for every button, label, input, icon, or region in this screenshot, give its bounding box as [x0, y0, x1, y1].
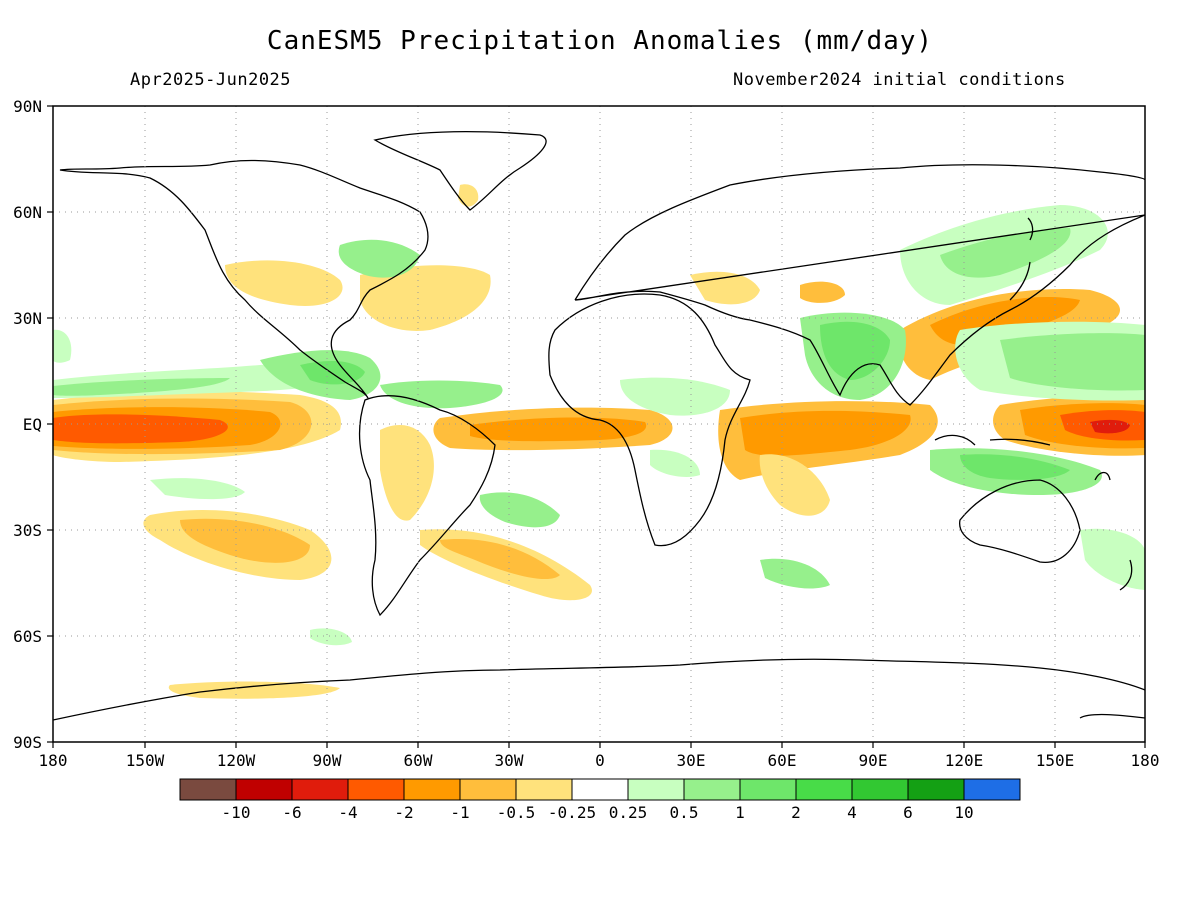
colorbar-swatch [571, 778, 629, 801]
australia-coast [959, 479, 1081, 563]
lat-label: 90N [13, 97, 42, 116]
colorbar-label: -10 [221, 803, 251, 822]
colorbar-swatch [851, 778, 909, 801]
colorbar-label: 6 [903, 803, 913, 822]
colorbar-label: 2 [791, 803, 801, 822]
colorbar-label: 0.25 [608, 803, 648, 822]
colorbar-label: -0.5 [496, 803, 536, 822]
colorbar-swatch [515, 778, 573, 801]
map-title: CanESM5 Precipitation Anomalies (mm/day) [266, 26, 934, 56]
lat-label: 90S [13, 733, 42, 752]
lon-label: 150W [125, 751, 165, 770]
lat-label: 30N [13, 309, 42, 328]
colorbar-swatch [739, 778, 797, 801]
lon-label: 0 [595, 751, 605, 770]
colorbar-swatch [795, 778, 853, 801]
lon-label: 150E [1035, 751, 1075, 770]
wet-anomalies [53, 205, 1145, 646]
colorbar-label: 1 [735, 803, 745, 822]
lon-label: 120W [216, 751, 256, 770]
colorbar-swatch [963, 778, 1021, 801]
colorbar-label: -4 [338, 803, 358, 822]
colorbar [179, 778, 1021, 801]
lat-label: EQ [22, 415, 42, 434]
colorbar-label: -1 [450, 803, 470, 822]
colorbar-swatch [179, 778, 237, 801]
lon-label: 30E [676, 751, 706, 770]
lon-label: 180 [1130, 751, 1160, 770]
lat-label: 60S [13, 627, 42, 646]
colorbar-label: 4 [847, 803, 857, 822]
lon-label: 120E [944, 751, 984, 770]
forecast-period: Apr2025-Jun2025 [130, 70, 292, 90]
colorbar-label: -0.25 [547, 803, 597, 822]
axis-ticks [47, 105, 1146, 748]
colorbar-swatch [907, 778, 965, 801]
lon-label: 60W [403, 751, 433, 770]
eurasia-coast [574, 164, 1145, 406]
initial-conditions: November2024 initial conditions [733, 70, 1066, 90]
colorbar-swatch [235, 778, 293, 801]
lat-label: 60N [13, 203, 42, 222]
antarctica-coast [53, 658, 1145, 721]
lon-label: 60E [767, 751, 797, 770]
colorbar-label: -6 [282, 803, 302, 822]
colorbar-swatch [683, 778, 741, 801]
colorbar-swatch [627, 778, 685, 801]
lon-label: 90E [858, 751, 888, 770]
colorbar-label: 10 [954, 803, 974, 822]
south-america-coast [358, 395, 496, 617]
colorbar-swatch [459, 778, 517, 801]
colorbar-label: 0.5 [669, 803, 699, 822]
anomaly-shading [53, 184, 1145, 699]
map-grid [53, 106, 1145, 742]
africa-coast [548, 293, 751, 547]
colorbar-swatch [403, 778, 461, 801]
coastlines [53, 131, 1145, 721]
colorbar-swatch [291, 778, 349, 801]
greenland-coast [373, 131, 547, 211]
colorbar-swatch [347, 778, 405, 801]
lon-label: 30W [494, 751, 524, 770]
lat-label: 30S [13, 521, 42, 540]
colorbar-label: -2 [394, 803, 414, 822]
lon-label: 180 [38, 751, 68, 770]
north-america-coast [59, 159, 429, 399]
lon-label: 90W [312, 751, 342, 770]
